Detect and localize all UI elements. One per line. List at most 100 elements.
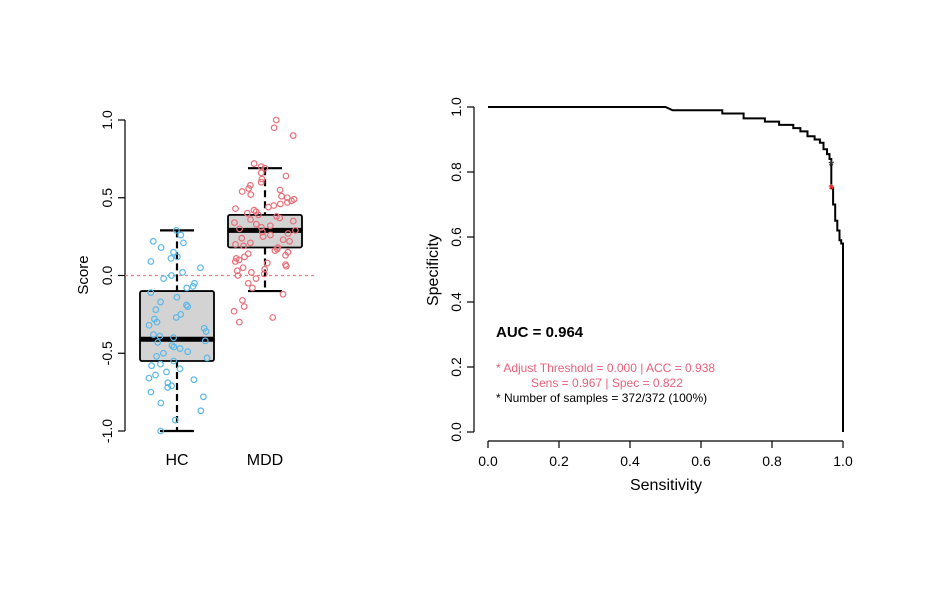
point-mdd	[272, 116, 280, 124]
score-boxplot: -1.0 -0.5 0.0 0.5 1.0 Score HC MDD	[75, 110, 315, 469]
point-mdd	[238, 188, 246, 195]
roc-y-label: Specificity	[425, 234, 442, 306]
point-mdd	[231, 258, 239, 265]
point-hc	[167, 254, 175, 262]
point-mdd	[260, 270, 268, 278]
roc-curve	[488, 106, 844, 432]
point-mdd	[273, 213, 280, 220]
point-hc	[163, 368, 170, 376]
point-mdd	[255, 211, 262, 219]
point-hc	[168, 272, 175, 279]
point-mdd	[278, 192, 285, 200]
point-hc	[173, 293, 181, 301]
roc-y-tick-label: 0.6	[448, 227, 464, 247]
auc-label: AUC = 0.964	[496, 324, 584, 341]
point-mdd	[247, 216, 254, 223]
point-mdd	[276, 186, 284, 194]
point-mdd	[234, 272, 242, 279]
point-mdd	[257, 163, 265, 171]
point-mdd	[286, 237, 293, 245]
roc-chart: 0.0 0.2 0.4 0.6 0.8 1.0 0.0 0.2 0.4 0.6 0.8 1.0 Se…	[425, 97, 853, 494]
point-mdd	[232, 240, 239, 248]
boxplot-y-tick-label: -1.0	[99, 419, 115, 443]
point-mdd	[247, 191, 255, 199]
point-mdd	[271, 247, 279, 255]
point-mdd	[257, 178, 265, 186]
point-hc	[152, 306, 160, 314]
roc-y-tick-label: 1.0	[448, 97, 464, 117]
point-mdd	[279, 236, 287, 244]
point-mdd	[276, 200, 284, 208]
point-hc	[189, 282, 197, 290]
point-hc	[176, 365, 184, 373]
point-mdd	[282, 172, 290, 180]
point-mdd	[257, 223, 265, 231]
point-mdd	[259, 233, 267, 241]
point-mdd	[246, 239, 254, 247]
point-hc	[168, 382, 175, 390]
point-mdd	[230, 307, 238, 315]
point-mdd	[239, 264, 247, 272]
point-mdd	[241, 253, 248, 261]
point-mdd	[257, 169, 265, 177]
point-hc	[179, 239, 187, 247]
point-mdd	[276, 214, 284, 222]
point-hc	[170, 248, 177, 256]
roc-x-tick-label: 0.4	[620, 453, 640, 469]
point-hc	[157, 298, 164, 306]
point-hc	[179, 268, 186, 276]
point-mdd	[284, 230, 292, 237]
threshold-marker: *	[829, 180, 835, 196]
point-mdd	[279, 290, 287, 298]
boxplot-y-tick-label: 1.0	[99, 110, 115, 130]
point-hc	[203, 354, 211, 362]
point-mdd	[282, 251, 289, 259]
roc-x-tick-label: 1.0	[833, 453, 853, 469]
point-mdd	[248, 284, 256, 292]
point-mdd	[244, 250, 252, 258]
point-hc	[183, 284, 191, 292]
roc-y-ticks: 0.0 0.2 0.4 0.6 0.8 1.0	[448, 97, 474, 442]
point-hc	[177, 310, 185, 318]
point-mdd	[236, 225, 243, 233]
point-hc	[153, 352, 160, 360]
boxplot-y-tick-label: 0.0	[99, 266, 115, 286]
point-hc	[156, 332, 164, 340]
point-hc	[172, 314, 180, 321]
point-hc	[171, 416, 179, 424]
sens-spec-annotation: Sens = 0.967 | Spec = 0.822	[531, 376, 683, 390]
point-mdd	[252, 275, 260, 283]
point-mdd	[240, 303, 248, 311]
point-hc	[202, 328, 210, 335]
point-mdd	[245, 185, 253, 192]
roc-y-tick-label: 0.2	[448, 357, 464, 377]
roc-x-tick-label: 0.2	[549, 453, 569, 469]
point-mdd	[231, 219, 238, 227]
roc-x-ticks: 0.0 0.2 0.4 0.6 0.8 1.0	[478, 441, 853, 469]
point-hc	[173, 253, 181, 261]
point-hc	[176, 345, 184, 352]
roc-x-label: Sensitivity	[630, 477, 702, 494]
point-mdd	[261, 164, 269, 172]
point-mdd	[263, 259, 271, 267]
point-hc	[157, 427, 165, 435]
cutoff-marker: *	[829, 157, 835, 173]
point-mdd	[232, 205, 239, 213]
boxplot-y-tick-label: -0.5	[99, 341, 115, 365]
point-hc	[201, 337, 209, 345]
point-mdd	[289, 217, 297, 225]
roc-x-tick-label: 0.6	[691, 453, 711, 469]
point-hc	[170, 357, 178, 365]
point-hc	[157, 360, 164, 368]
point-mdd	[252, 220, 260, 228]
point-hc	[157, 244, 165, 251]
point-hc	[164, 384, 172, 391]
point-hc	[200, 393, 207, 401]
roc-x-tick-label: 0.0	[478, 453, 498, 469]
point-hc	[197, 407, 205, 415]
point-mdd	[240, 242, 247, 250]
point-mdd	[243, 209, 251, 217]
point-hc	[160, 349, 167, 357]
category-label-mdd: MDD	[247, 452, 283, 469]
point-hc	[197, 264, 204, 272]
